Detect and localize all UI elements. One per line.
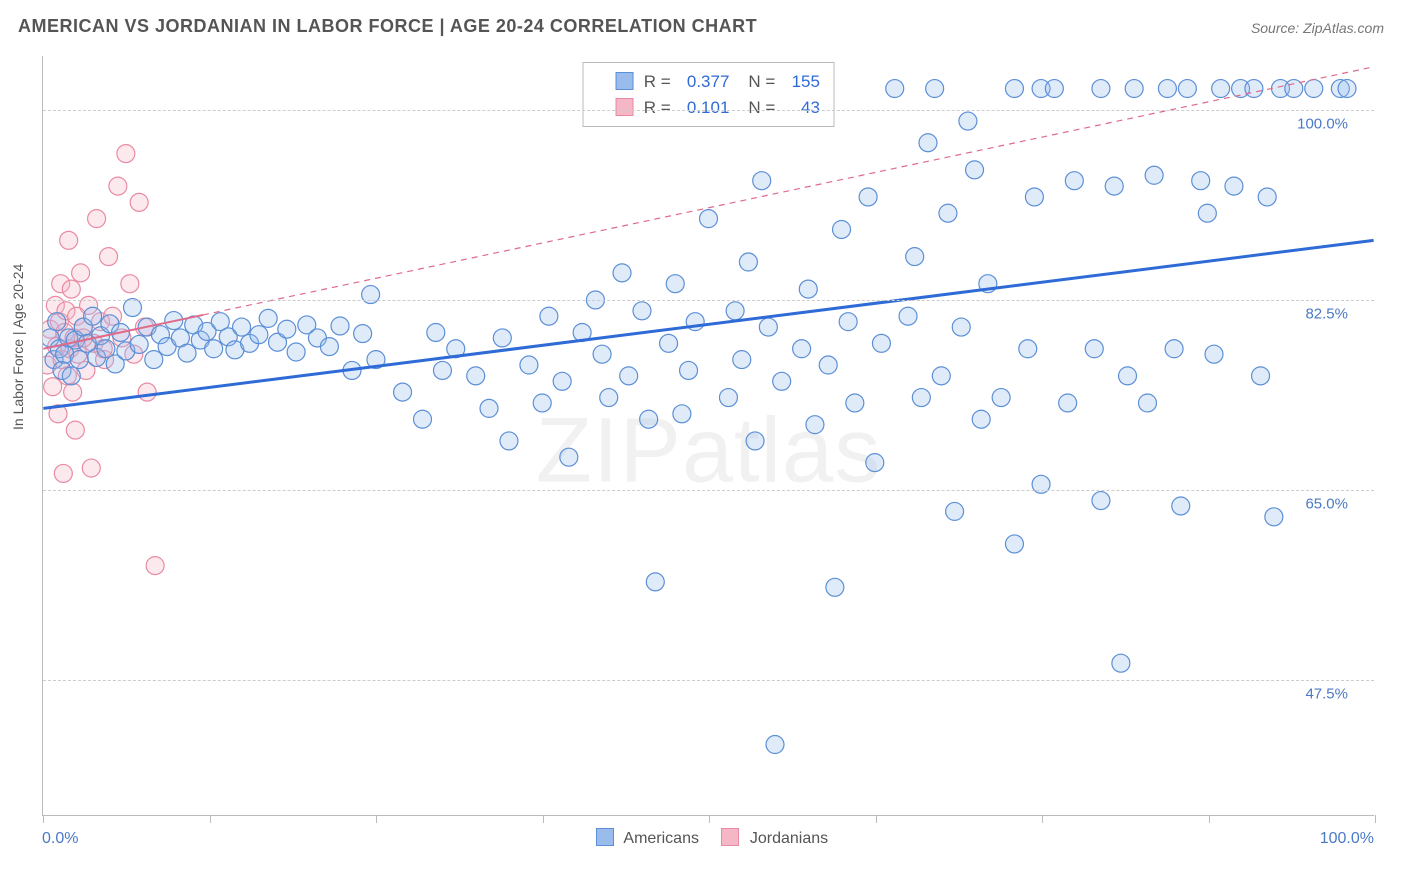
n-value-jordanians: 43 [780,95,820,121]
watermark-main: ZIP [536,399,682,501]
series-legend: Americans Jordanians [0,828,1406,848]
legend-label-americans: Americans [623,830,699,847]
legend-row-jordanians: R = 0.101 N = 43 [597,95,820,121]
x-tick [1042,815,1043,823]
y-tick-label: 47.5% [1303,686,1350,703]
n-label: N = [748,72,780,91]
legend-label-jordanians: Jordanians [750,830,828,847]
correlation-legend: R = 0.377 N = 155 R = 0.101 N = 43 [582,62,835,127]
n-value-americans: 155 [780,69,820,95]
chart-title: AMERICAN VS JORDANIAN IN LABOR FORCE | A… [18,16,757,37]
r-value-jordanians: 0.101 [675,95,729,121]
swatch-jordanians-icon [615,98,633,116]
gridline [43,490,1374,491]
gridline [43,300,1374,301]
x-tick [543,815,544,823]
chart-svg [43,56,1374,815]
watermark-sub: atlas [682,399,881,501]
gridline [43,110,1374,111]
y-tick-label: 82.5% [1303,306,1350,323]
swatch-americans-icon [615,72,633,90]
x-tick [43,815,44,823]
source-prefix: Source: [1251,20,1303,36]
swatch-americans-icon [596,828,614,846]
x-tick [709,815,710,823]
y-tick-label: 100.0% [1295,116,1350,133]
watermark: ZIPatlas [536,398,881,503]
plot-area: ZIPatlas R = 0.377 N = 155 R = 0.101 N =… [42,56,1374,816]
x-tick [1209,815,1210,823]
swatch-jordanians-icon [721,828,739,846]
source-name: ZipAtlas.com [1303,20,1384,36]
gridline [43,680,1374,681]
x-tick [876,815,877,823]
legend-row-americans: R = 0.377 N = 155 [597,69,820,95]
y-axis-label: In Labor Force | Age 20-24 [10,264,26,430]
source-attribution: Source: ZipAtlas.com [1251,20,1384,36]
n-label: N = [748,98,780,117]
y-tick-label: 65.0% [1303,496,1350,513]
r-label: R = [644,98,676,117]
x-tick [1375,815,1376,823]
r-label: R = [644,72,676,91]
x-tick [210,815,211,823]
r-value-americans: 0.377 [675,69,729,95]
x-tick [376,815,377,823]
